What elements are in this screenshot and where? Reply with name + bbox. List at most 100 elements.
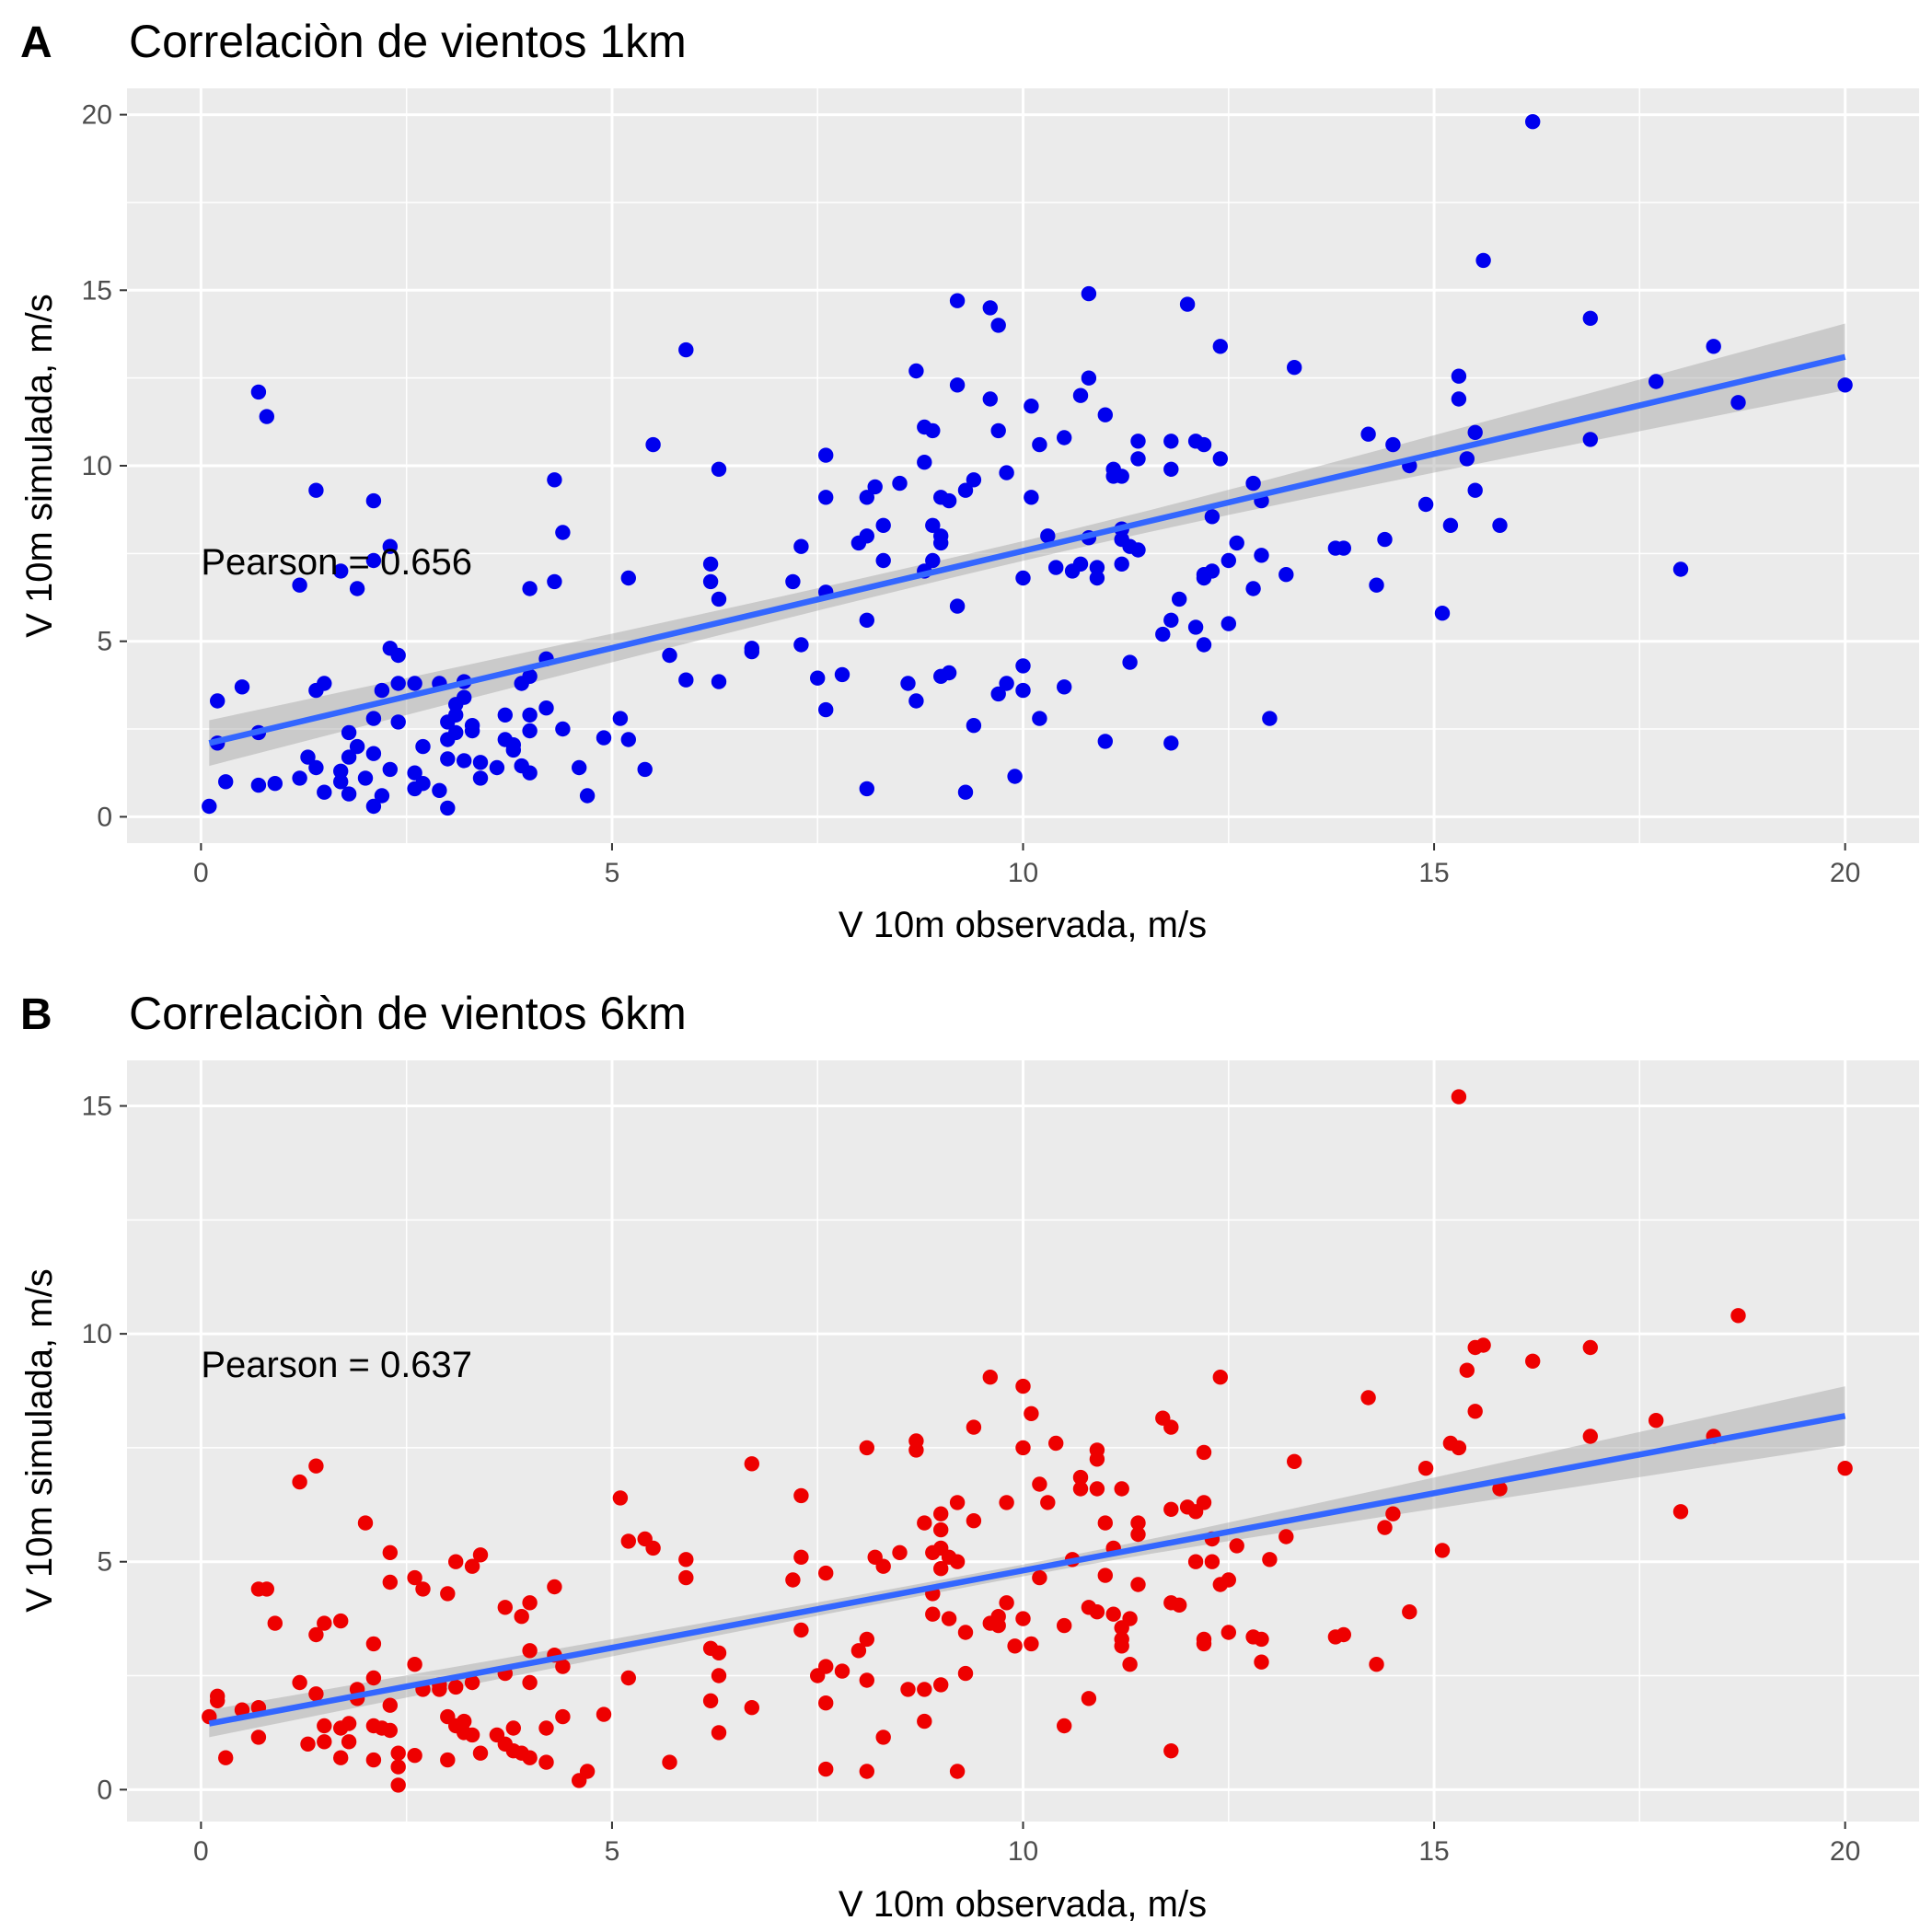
data-point: [1475, 1337, 1491, 1353]
data-point: [867, 479, 883, 495]
data-point: [620, 570, 636, 586]
y-axis-ticks: 0 5 10 15: [82, 1092, 127, 1805]
data-point: [357, 770, 374, 786]
gridlines: [127, 88, 1919, 843]
data-point: [300, 749, 316, 765]
gridlines: [127, 1060, 1919, 1822]
data-point: [457, 1713, 472, 1730]
data-point: [966, 1419, 982, 1435]
data-point: [793, 637, 809, 653]
data-point: [1057, 430, 1072, 445]
data-point: [999, 1495, 1014, 1510]
data-point: [522, 1643, 538, 1659]
data-point: [1467, 1404, 1483, 1419]
y-tick-label: 5: [97, 1547, 112, 1578]
data-point: [317, 1734, 332, 1750]
data-point: [1706, 339, 1721, 354]
data-point: [662, 647, 677, 664]
data-point: [365, 492, 382, 509]
data-point: [333, 563, 349, 579]
data-point: [1122, 654, 1138, 670]
data-point: [555, 1708, 571, 1725]
data-point: [357, 1515, 374, 1531]
data-point: [596, 730, 612, 746]
x-tick-label: 0: [193, 1836, 209, 1867]
data-point: [538, 1754, 554, 1770]
data-point: [1163, 434, 1179, 449]
data-point: [1015, 1611, 1031, 1626]
data-point: [957, 1665, 974, 1682]
data-point: [925, 1606, 941, 1622]
data-point: [818, 1659, 834, 1674]
data-point: [892, 475, 908, 492]
data-point: [1730, 395, 1746, 411]
data-point: [1459, 1362, 1475, 1378]
data-point: [859, 528, 874, 544]
panel-a: A Correlaciòn de vientos 1km 0 5 10 15 20 0 5…: [19, 16, 1919, 945]
data-point: [1402, 1604, 1417, 1620]
data-point: [250, 777, 267, 793]
data-point: [1015, 682, 1031, 699]
data-point: [662, 1754, 677, 1770]
data-point: [1072, 1481, 1089, 1497]
data-point: [390, 647, 406, 664]
pearson-annotation: Pearson = 0.637: [201, 1345, 472, 1385]
data-point: [793, 1487, 809, 1504]
data-point: [711, 591, 727, 607]
data-point: [390, 1759, 406, 1775]
data-point: [1097, 1568, 1114, 1583]
data-point: [514, 1609, 529, 1625]
data-point: [1459, 451, 1475, 467]
data-point: [990, 686, 1006, 702]
data-point: [390, 1745, 406, 1761]
data-point: [308, 1626, 324, 1643]
data-point: [1163, 1743, 1179, 1759]
data-point: [1649, 1413, 1664, 1429]
data-point: [1196, 1495, 1212, 1510]
data-point: [702, 1693, 719, 1709]
data-point: [432, 782, 447, 798]
data-point: [333, 774, 349, 790]
data-point: [620, 1670, 636, 1686]
data-point: [1360, 1390, 1376, 1406]
data-point: [949, 1764, 966, 1779]
data-point: [1130, 542, 1146, 558]
data-point: [1417, 1461, 1434, 1476]
data-point: [1187, 619, 1204, 635]
data-point: [457, 689, 472, 705]
data-point: [1377, 531, 1393, 548]
data-point: [990, 318, 1006, 333]
data-point: [472, 770, 489, 786]
data-point: [785, 573, 801, 590]
data-point: [522, 765, 538, 781]
data-point: [202, 798, 217, 815]
data-point: [957, 1625, 974, 1640]
data-point: [1163, 612, 1179, 628]
data-point: [1089, 1452, 1105, 1467]
data-point: [990, 1617, 1006, 1634]
data-point: [365, 798, 382, 815]
data-point: [702, 573, 719, 590]
data-point: [1649, 374, 1664, 389]
data-point: [218, 1750, 234, 1765]
y-tick-label: 0: [97, 802, 112, 832]
data-point: [818, 447, 834, 463]
data-point: [1442, 517, 1459, 533]
data-point: [555, 721, 571, 737]
data-point: [1114, 469, 1129, 484]
chart-title: Correlaciòn de vientos 6km: [129, 988, 687, 1039]
data-point: [1072, 556, 1089, 572]
data-point: [472, 755, 489, 770]
data-point: [1040, 528, 1056, 544]
data-point: [308, 1686, 324, 1702]
data-point: [259, 409, 274, 424]
data-point: [365, 746, 382, 761]
data-point: [1385, 1506, 1401, 1521]
data-point: [917, 1713, 932, 1730]
data-point: [1467, 482, 1483, 498]
data-point: [949, 293, 966, 308]
data-point: [547, 573, 562, 590]
data-point: [1229, 535, 1244, 551]
x-axis-label: V 10m observada, m/s: [839, 905, 1207, 945]
data-point: [1451, 1440, 1467, 1456]
